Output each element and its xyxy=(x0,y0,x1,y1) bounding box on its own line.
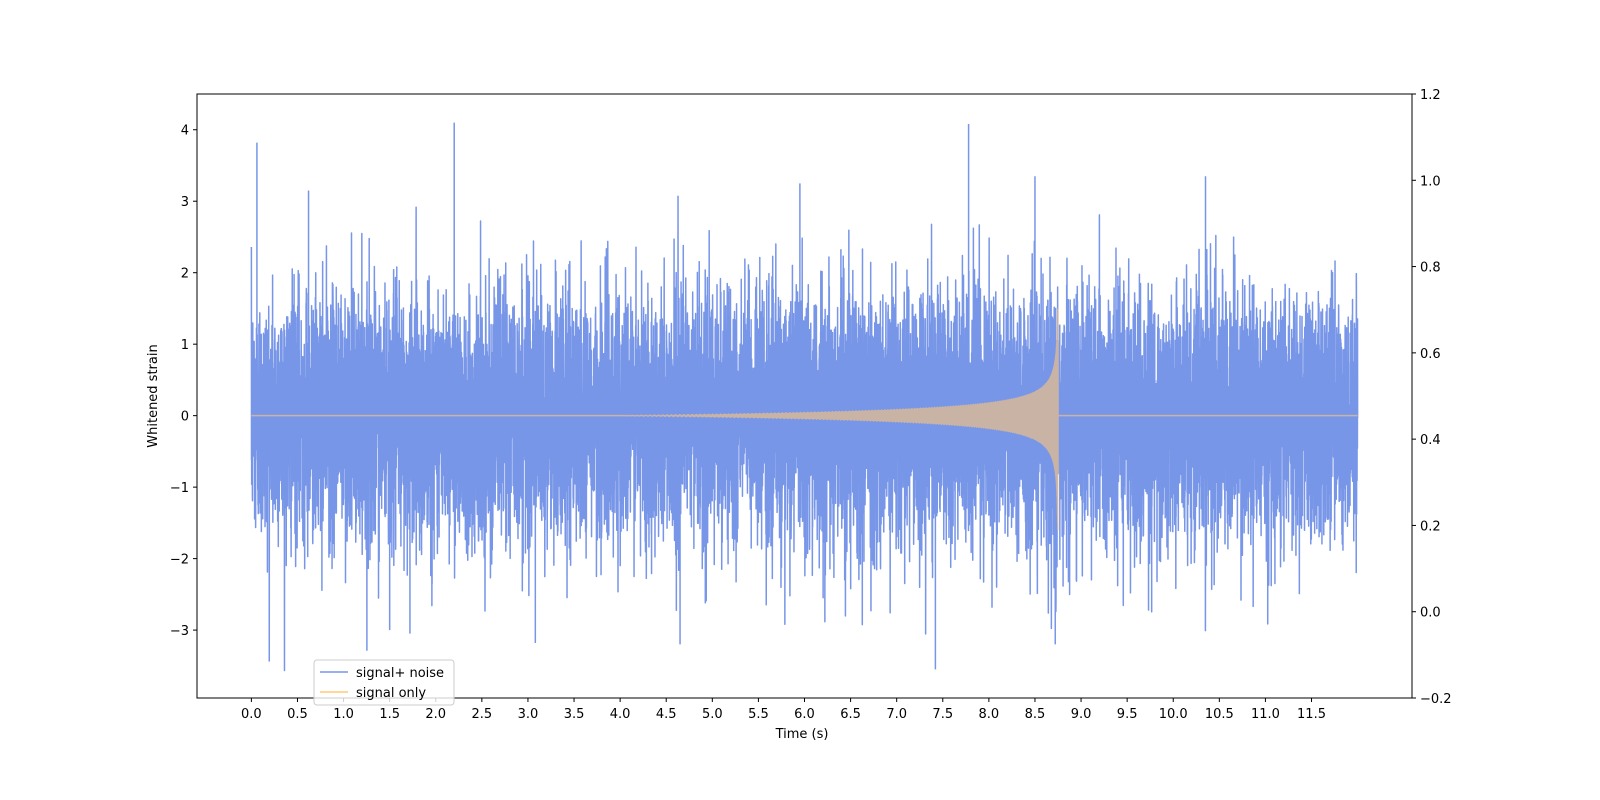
y-tick-label: 2 xyxy=(181,267,189,282)
x-tick-label: 2.0 xyxy=(425,707,446,722)
x-tick-label: 4.0 xyxy=(610,707,631,722)
x-tick-label: 0.0 xyxy=(241,707,262,722)
y-tick-label: 0 xyxy=(181,410,189,425)
y-tick-label: −2 xyxy=(170,553,189,568)
legend-label-signal-only: signal only xyxy=(356,686,426,701)
x-axis-label: Time (s) xyxy=(775,727,829,742)
x-tick-label: 5.5 xyxy=(748,707,769,722)
x-tick-label: 6.0 xyxy=(794,707,815,722)
y-tick-label: −3 xyxy=(170,624,189,639)
y2-tick-label: 1.0 xyxy=(1420,174,1441,189)
x-tick-label: 4.5 xyxy=(656,707,677,722)
x-tick-label: 8.5 xyxy=(1025,707,1046,722)
x-axis: 0.0 0.5 1.0 1.5 2.0 2.5 3.0 3.5 4.0 4.5 5.0 5.5 6.0 6… xyxy=(241,698,1326,722)
x-tick-label: 3.0 xyxy=(518,707,539,722)
y2-tick-label: 0.6 xyxy=(1420,347,1441,362)
x-tick-label: 9.0 xyxy=(1071,707,1092,722)
y2-tick-label: 0.4 xyxy=(1420,433,1441,448)
legend-box xyxy=(313,659,455,706)
x-tick-label: 11.5 xyxy=(1297,707,1326,722)
x-tick-label: 1.0 xyxy=(333,707,354,722)
y2-tick-label: 0.2 xyxy=(1420,519,1441,534)
x-tick-label: 9.5 xyxy=(1117,707,1138,722)
y-tick-label: 3 xyxy=(181,195,189,210)
series-layer xyxy=(250,122,1359,672)
y-tick-label: 1 xyxy=(181,338,189,353)
x-tick-label: 5.0 xyxy=(702,707,723,722)
legend-label-signal-noise: signal+ noise xyxy=(356,666,444,681)
y-axis-right: −0.2 0.0 0.2 0.4 0.6 0.8 1.0 1.2 xyxy=(1412,88,1452,707)
x-tick-label: 11.0 xyxy=(1251,707,1280,722)
y-tick-label: −1 xyxy=(170,481,189,496)
x-tick-label: 0.5 xyxy=(287,707,308,722)
x-tick-label: 10.5 xyxy=(1205,707,1234,722)
x-tick-label: 1.5 xyxy=(379,707,400,722)
y2-tick-label: 0.0 xyxy=(1420,606,1441,621)
series-signal-only-line xyxy=(250,308,1359,531)
x-tick-label: 6.5 xyxy=(840,707,861,722)
y-axis-left: −3 −2 −1 0 1 2 3 4 xyxy=(170,124,197,639)
x-tick-label: 8.0 xyxy=(979,707,1000,722)
y-tick-label: 4 xyxy=(181,124,189,139)
y2-tick-label: 1.2 xyxy=(1420,88,1441,103)
x-tick-label: 10.0 xyxy=(1159,707,1188,722)
x-tick-label: 7.5 xyxy=(932,707,953,722)
legend: signal+ noise signal only xyxy=(313,659,455,706)
x-tick-label: 7.0 xyxy=(886,707,907,722)
x-tick-label: 3.5 xyxy=(564,707,585,722)
series-signal-noise-line xyxy=(250,122,1359,672)
x-tick-label: 2.5 xyxy=(472,707,493,722)
y-axis-label: Whitened strain xyxy=(146,344,161,447)
y2-tick-label: 0.8 xyxy=(1420,261,1441,276)
y2-tick-label: −0.2 xyxy=(1420,692,1452,707)
